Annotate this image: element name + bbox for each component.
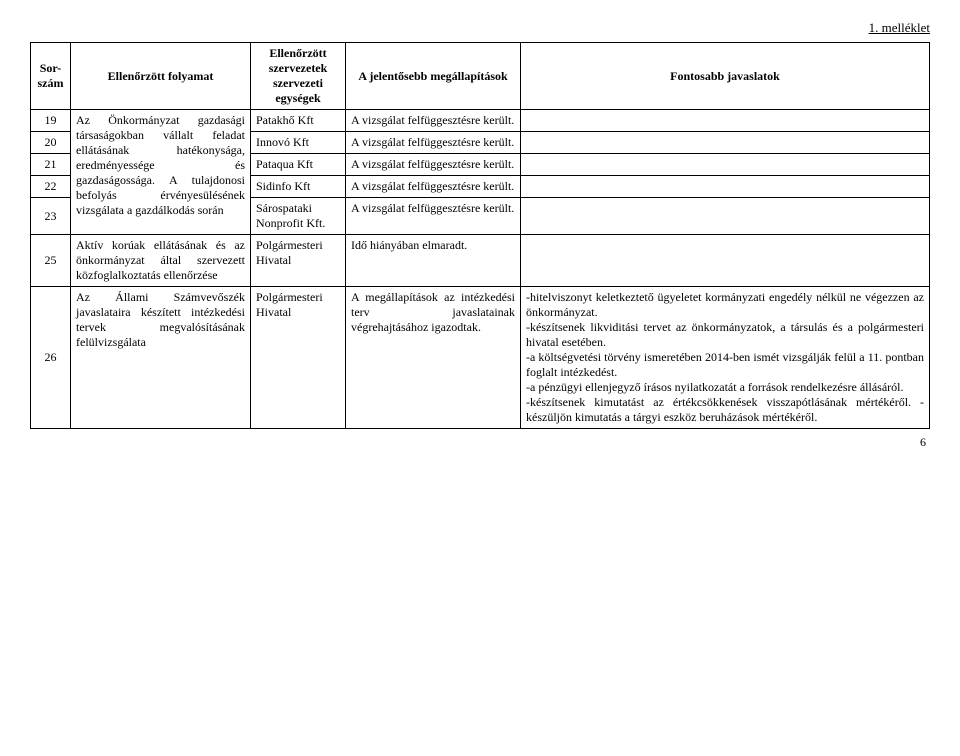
col-header-rec: Fontosabb javaslatok bbox=[521, 43, 930, 110]
cell-org: Patakhő Kft bbox=[251, 110, 346, 132]
main-table: Sor-szám Ellenőrzött folyamat Ellenőrzöt… bbox=[30, 42, 930, 429]
cell-org: Polgármesteri Hivatal bbox=[251, 235, 346, 287]
cell-findings: A megállapítások az intézkedési terv jav… bbox=[346, 287, 521, 429]
cell-findings: Idő hiányában elmaradt. bbox=[346, 235, 521, 287]
cell-rec bbox=[521, 110, 930, 132]
cell-rec bbox=[521, 198, 930, 235]
cell-findings: A vizsgálat felfüggesztésre került. bbox=[346, 198, 521, 235]
cell-num: 19 bbox=[31, 110, 71, 132]
cell-rec bbox=[521, 176, 930, 198]
table-row: 25 Aktív korúak ellátásának és az önkorm… bbox=[31, 235, 930, 287]
cell-num: 22 bbox=[31, 176, 71, 198]
cell-num: 26 bbox=[31, 287, 71, 429]
cell-num: 25 bbox=[31, 235, 71, 287]
cell-findings: A vizsgálat felfüggesztésre került. bbox=[346, 176, 521, 198]
cell-process: Az Állami Számvevőszék javaslataira kész… bbox=[71, 287, 251, 429]
cell-org: Sárospataki Nonprofit Kft. bbox=[251, 198, 346, 235]
cell-num: 21 bbox=[31, 154, 71, 176]
cell-process-group: Az Önkormányzat gazdasági társaságokban … bbox=[71, 110, 251, 235]
col-header-findings: A jelentősebb megállapítások bbox=[346, 43, 521, 110]
cell-org: Sidinfo Kft bbox=[251, 176, 346, 198]
table-row: 19 Az Önkormányzat gazdasági társaságokb… bbox=[31, 110, 930, 132]
table-row: 26 Az Állami Számvevőszék javaslataira k… bbox=[31, 287, 930, 429]
cell-findings: A vizsgálat felfüggesztésre került. bbox=[346, 132, 521, 154]
cell-rec bbox=[521, 132, 930, 154]
col-header-org: Ellenőrzött szervezetek szervezeti egysé… bbox=[251, 43, 346, 110]
col-header-num: Sor-szám bbox=[31, 43, 71, 110]
col-header-process: Ellenőrzött folyamat bbox=[71, 43, 251, 110]
cell-findings: A vizsgálat felfüggesztésre került. bbox=[346, 110, 521, 132]
cell-process: Aktív korúak ellátásának és az önkormány… bbox=[71, 235, 251, 287]
cell-org: Innovó Kft bbox=[251, 132, 346, 154]
cell-rec: -hitelviszonyt keletkeztető ügyeletet ko… bbox=[521, 287, 930, 429]
cell-num: 23 bbox=[31, 198, 71, 235]
cell-rec bbox=[521, 154, 930, 176]
cell-rec bbox=[521, 235, 930, 287]
cell-org: Polgármesteri Hivatal bbox=[251, 287, 346, 429]
attachment-label: 1. melléklet bbox=[30, 20, 930, 36]
page-number: 6 bbox=[30, 435, 930, 450]
table-header-row: Sor-szám Ellenőrzött folyamat Ellenőrzöt… bbox=[31, 43, 930, 110]
cell-num: 20 bbox=[31, 132, 71, 154]
cell-org: Pataqua Kft bbox=[251, 154, 346, 176]
cell-findings: A vizsgálat felfüggesztésre került. bbox=[346, 154, 521, 176]
